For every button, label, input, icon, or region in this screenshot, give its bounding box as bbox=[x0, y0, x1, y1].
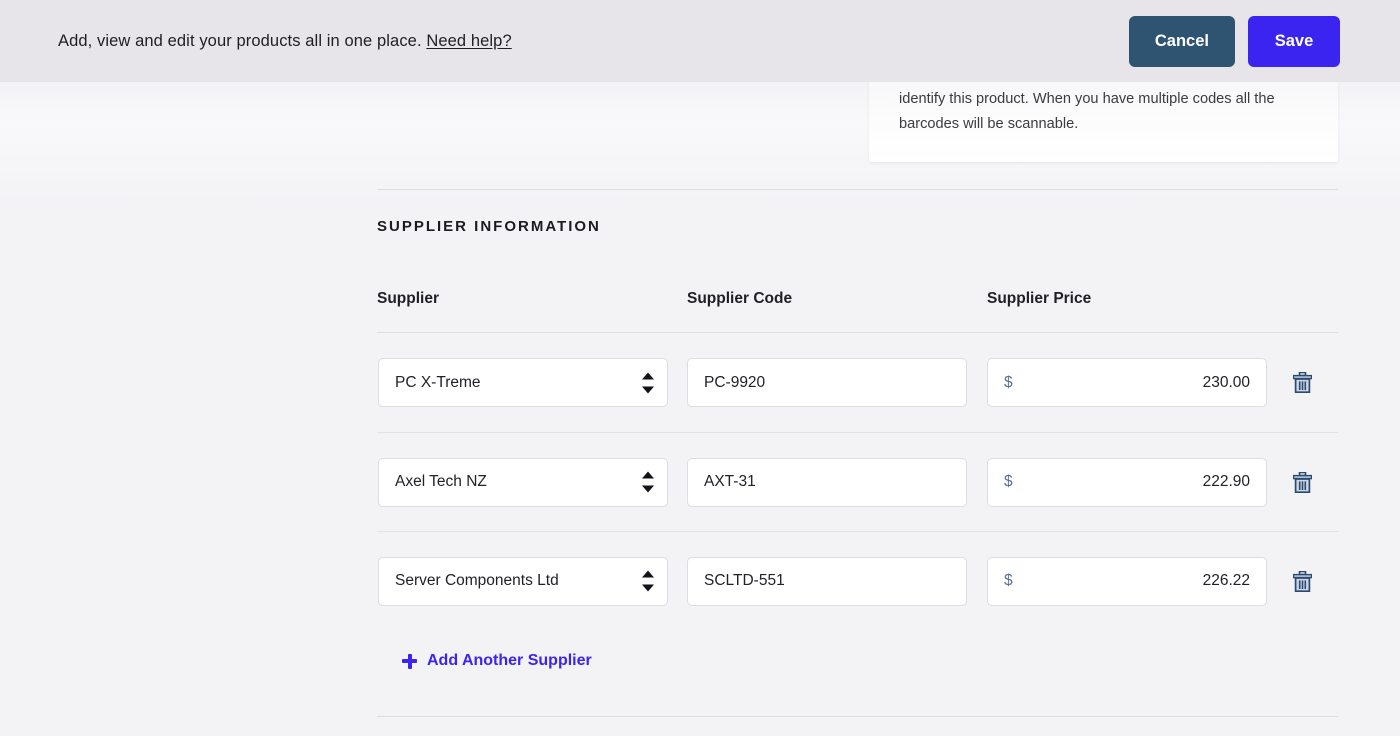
section-divider-bottom bbox=[377, 716, 1338, 717]
need-help-link[interactable]: Need help? bbox=[426, 31, 512, 50]
chevron-up-icon[interactable] bbox=[642, 570, 654, 578]
chevron-down-icon[interactable] bbox=[642, 485, 654, 493]
supplier-table-header: Supplier Supplier Code Supplier Price bbox=[377, 290, 1338, 333]
supplier-price-input[interactable]: $ 230.00 bbox=[987, 358, 1267, 407]
table-row: Server Components Ltd SCLTD-551 $ 226.22 bbox=[377, 531, 1338, 630]
supplier-price-cell: $ 230.00 bbox=[987, 358, 1267, 407]
page-section-title: SUPPLIER INFORMATION bbox=[377, 218, 601, 235]
delete-cell bbox=[1287, 368, 1317, 398]
trash-icon bbox=[1292, 570, 1312, 592]
section-divider-top bbox=[377, 189, 1338, 190]
column-header-supplier-code: Supplier Code bbox=[687, 290, 793, 307]
supplier-select[interactable]: PC X-Treme bbox=[378, 358, 668, 407]
supplier-code-cell: PC-9920 bbox=[687, 358, 967, 407]
delete-supplier-button[interactable] bbox=[1287, 566, 1317, 596]
chevron-up-icon[interactable] bbox=[642, 471, 654, 479]
add-another-supplier-button[interactable]: Add Another Supplier bbox=[402, 652, 592, 670]
chevron-down-icon[interactable] bbox=[642, 584, 654, 592]
trash-icon bbox=[1292, 471, 1312, 493]
supplier-select[interactable]: Axel Tech NZ bbox=[378, 457, 668, 507]
currency-symbol: $ bbox=[1004, 473, 1013, 490]
currency-symbol: $ bbox=[1004, 373, 1013, 391]
table-header-divider bbox=[377, 332, 1338, 333]
supplier-select-spinner[interactable] bbox=[642, 471, 654, 493]
delete-cell bbox=[1287, 467, 1317, 497]
column-header-supplier: Supplier bbox=[377, 290, 440, 307]
add-another-supplier-label: Add Another Supplier bbox=[427, 652, 592, 669]
action-buttons: Cancel Save bbox=[1128, 15, 1340, 67]
supplier-select-value: Server Components Ltd bbox=[395, 572, 559, 589]
supplier-code-value: SCLTD-551 bbox=[704, 572, 785, 589]
supplier-cell: PC X-Treme bbox=[378, 358, 668, 407]
trash-icon bbox=[1292, 372, 1312, 393]
supplier-select[interactable]: Server Components Ltd bbox=[378, 556, 668, 606]
column-header-supplier-price: Supplier Price bbox=[987, 290, 1092, 307]
supplier-code-cell: SCLTD-551 bbox=[687, 556, 967, 606]
chevron-down-icon[interactable] bbox=[642, 386, 654, 393]
supplier-code-value: AXT-31 bbox=[704, 473, 756, 490]
chevron-up-icon[interactable] bbox=[642, 372, 654, 379]
plus-icon bbox=[402, 653, 417, 669]
supplier-select-value: Axel Tech NZ bbox=[395, 473, 487, 490]
supplier-cell: Axel Tech NZ bbox=[378, 457, 668, 507]
cancel-button[interactable]: Cancel bbox=[1128, 15, 1235, 67]
supplier-code-input[interactable]: PC-9920 bbox=[687, 358, 967, 407]
table-row: Axel Tech NZ AXT-31 $ 222.90 bbox=[377, 432, 1338, 531]
delete-supplier-button[interactable] bbox=[1287, 368, 1317, 398]
page-subtitle: Add, view and edit your products all in … bbox=[58, 32, 512, 51]
save-button[interactable]: Save bbox=[1248, 15, 1340, 67]
table-row: PC X-Treme PC-9920 $ 230.00 bbox=[377, 333, 1338, 432]
currency-symbol: $ bbox=[1004, 572, 1013, 589]
supplier-price-value: 226.22 bbox=[1202, 572, 1250, 589]
supplier-select-spinner[interactable] bbox=[642, 570, 654, 592]
supplier-price-cell: $ 222.90 bbox=[987, 457, 1267, 507]
supplier-code-input[interactable]: AXT-31 bbox=[687, 457, 967, 507]
supplier-price-value: 222.90 bbox=[1202, 473, 1250, 490]
supplier-price-cell: $ 226.22 bbox=[987, 556, 1267, 606]
supplier-table-body: PC X-Treme PC-9920 $ 230.00 bbox=[377, 333, 1338, 630]
supplier-price-input[interactable]: $ 226.22 bbox=[987, 556, 1267, 606]
supplier-code-cell: AXT-31 bbox=[687, 457, 967, 507]
delete-cell bbox=[1287, 566, 1317, 596]
supplier-select-spinner[interactable] bbox=[642, 372, 654, 393]
sticky-action-bar: Add, view and edit your products all in … bbox=[0, 0, 1400, 82]
supplier-cell: Server Components Ltd bbox=[378, 556, 668, 606]
delete-supplier-button[interactable] bbox=[1287, 467, 1317, 497]
supplier-price-input[interactable]: $ 222.90 bbox=[987, 457, 1267, 507]
supplier-code-input[interactable]: SCLTD-551 bbox=[687, 556, 967, 606]
supplier-code-value: PC-9920 bbox=[704, 373, 766, 391]
supplier-price-value: 230.00 bbox=[1202, 373, 1250, 391]
supplier-select-value: PC X-Treme bbox=[395, 373, 481, 391]
page-subtitle-text: Add, view and edit your products all in … bbox=[58, 31, 422, 50]
